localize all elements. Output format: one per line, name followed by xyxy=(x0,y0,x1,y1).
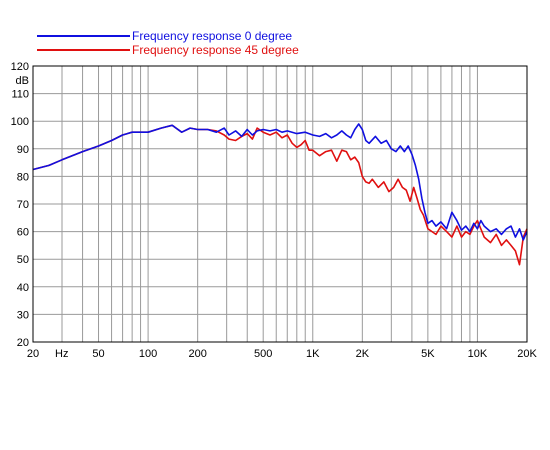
x-tick-label: 200 xyxy=(188,348,206,360)
x-tick-label: 500 xyxy=(254,348,272,360)
y-tick-label: 90 xyxy=(17,144,29,156)
y-tick-label: 20 xyxy=(17,337,29,349)
y-tick-label: 50 xyxy=(17,254,29,266)
series-line-2 xyxy=(32,124,528,266)
x-tick-label: 5K xyxy=(421,348,435,360)
x-tick-label: 10K xyxy=(468,348,488,360)
y-tick-label: 40 xyxy=(17,282,29,294)
legend-label: Frequency response 45 degree xyxy=(132,43,299,57)
x-tick-label: 2K xyxy=(356,348,370,360)
y-tick-label: 30 xyxy=(17,309,29,321)
plot-frame xyxy=(32,65,528,343)
y-tick-label: 110 xyxy=(11,89,29,101)
x-tick-label: 20 xyxy=(27,348,39,360)
y-tick-label: 60 xyxy=(17,227,29,239)
grid xyxy=(33,66,527,342)
x-tick-labels: 20 50 100 200 500 1K 2K 5K 10K 20K xyxy=(27,348,538,360)
y-tick-labels: 120 110 100 90 80 70 60 50 40 30 20 xyxy=(11,61,29,349)
x-tick-label: 1K xyxy=(306,348,320,360)
x-tick-label: 100 xyxy=(139,348,157,360)
y-tick-label: 120 xyxy=(11,61,29,73)
y-tick-label: 80 xyxy=(17,171,29,183)
y-axis-unit-label: dB xyxy=(16,75,29,87)
x-tick-label: 20K xyxy=(517,348,537,360)
series-layer xyxy=(32,123,528,266)
y-tick-label: 70 xyxy=(17,199,29,211)
series-line-1 xyxy=(32,123,528,241)
legend-label: Frequency response 0 degree xyxy=(132,29,292,43)
y-tick-label: 100 xyxy=(11,116,29,128)
x-tick-label: 50 xyxy=(92,348,104,360)
x-axis-unit-label: Hz xyxy=(55,348,68,360)
